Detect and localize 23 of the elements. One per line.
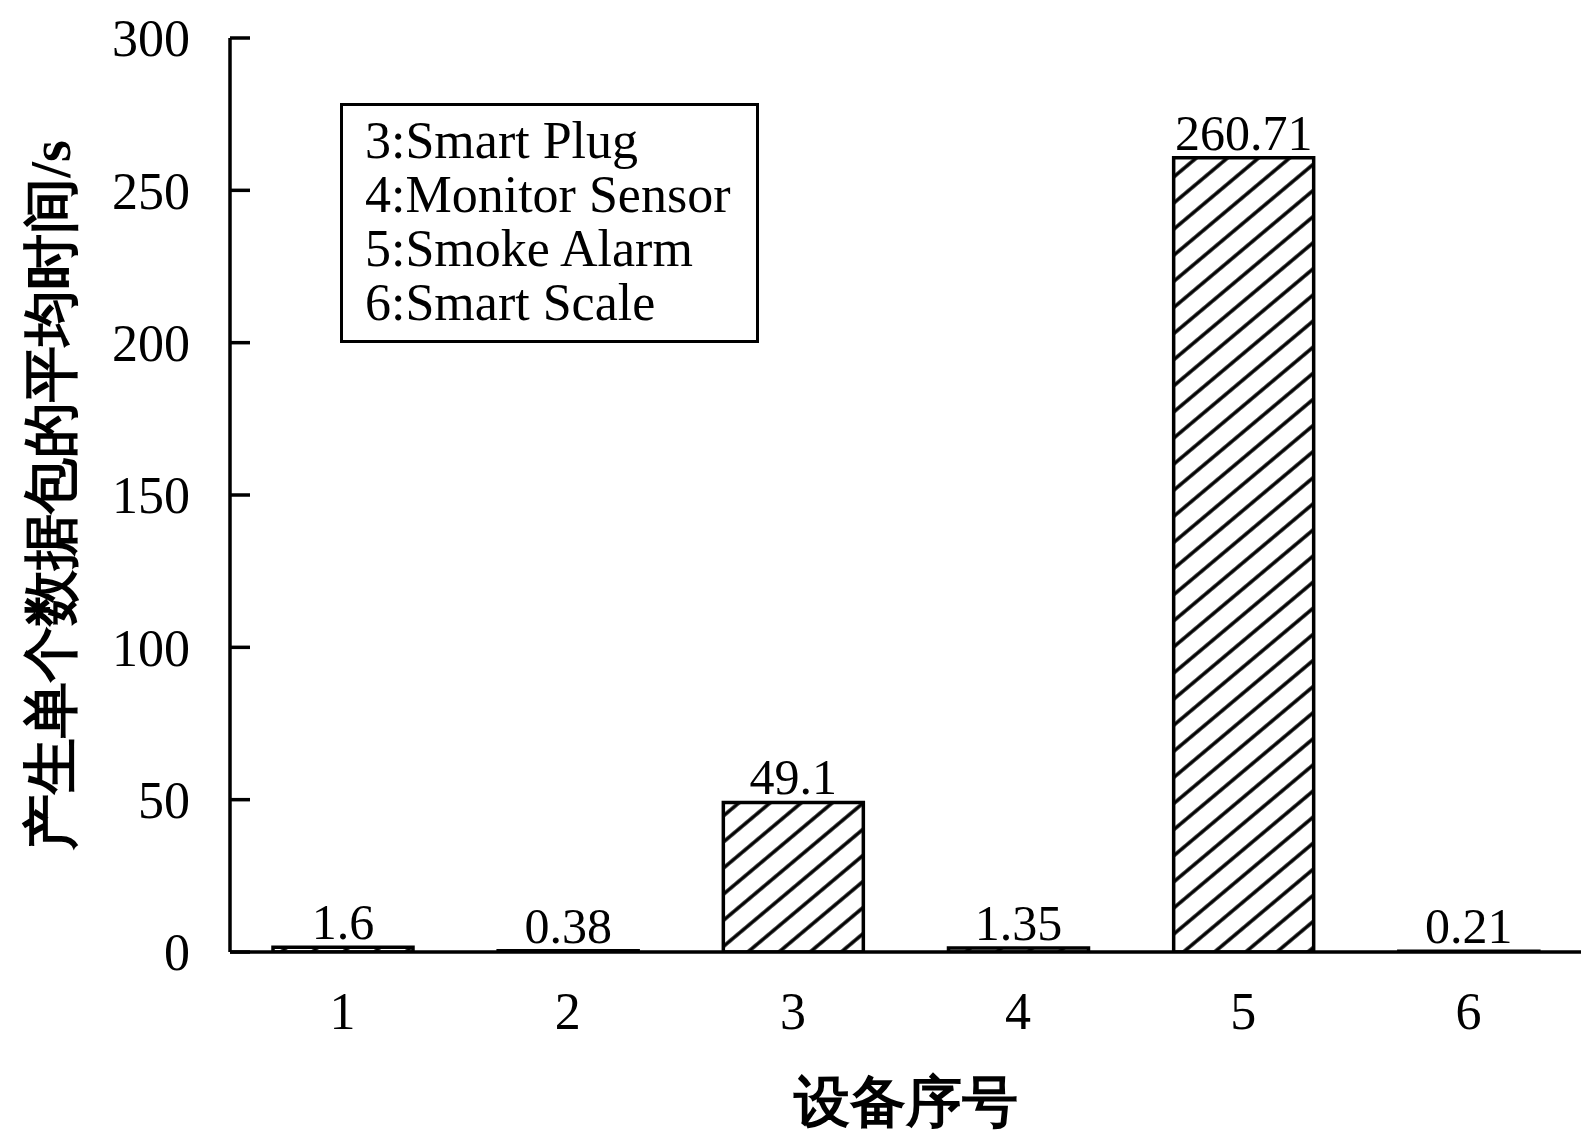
y-tick-label: 50 bbox=[138, 771, 190, 829]
y-axis-title: 产生单个数据包的平均时间/s bbox=[19, 140, 82, 851]
y-tick-label: 0 bbox=[164, 924, 190, 982]
data-label: 260.71 bbox=[1174, 104, 1313, 161]
annotation: 6:Smart Scale bbox=[365, 274, 657, 331]
x-tick-label: 4 bbox=[1005, 982, 1032, 1040]
y-tick-label: 100 bbox=[112, 619, 190, 677]
x-axis-title: 设备序号 bbox=[792, 1071, 1018, 1133]
annotation: 5:Smoke Alarm bbox=[365, 220, 694, 277]
y-tick-label: 200 bbox=[112, 314, 190, 372]
data-label: 0.21 bbox=[1425, 898, 1513, 955]
y-tick-label: 150 bbox=[112, 467, 190, 525]
x-tick-label: 3 bbox=[779, 982, 806, 1040]
x-tick-label: 2 bbox=[554, 982, 581, 1040]
data-label: 0.38 bbox=[524, 897, 612, 954]
y-tick-label: 250 bbox=[112, 162, 190, 220]
x-tick-label: 1 bbox=[329, 982, 356, 1040]
data-label: 1.6 bbox=[311, 894, 375, 951]
y-tick-label: 300 bbox=[112, 10, 190, 68]
data-label: 1.35 bbox=[974, 894, 1063, 951]
data-label: 49.1 bbox=[749, 749, 838, 806]
x-tick-label: 5 bbox=[1230, 982, 1257, 1040]
x-tick-label: 6 bbox=[1455, 982, 1482, 1040]
